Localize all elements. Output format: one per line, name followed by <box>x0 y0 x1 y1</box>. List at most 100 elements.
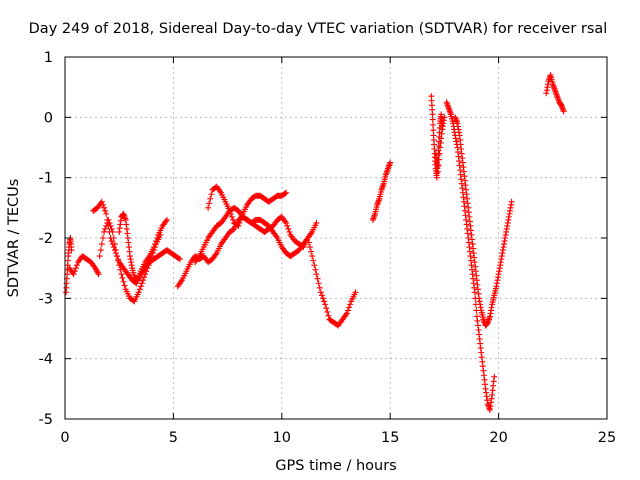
data-point-marker <box>68 247 75 254</box>
data-point-marker <box>304 235 311 241</box>
data-point-marker <box>101 204 108 211</box>
data-point-marker <box>143 268 150 275</box>
data-point-marker <box>99 235 106 241</box>
data-point-marker <box>72 265 79 272</box>
data-point-marker <box>429 111 436 118</box>
data-point-marker <box>230 216 237 223</box>
data-point-marker <box>108 238 115 245</box>
series-arc11 <box>432 114 448 175</box>
x-axis-label: GPS time / hours <box>275 458 396 474</box>
data-point-marker <box>236 219 243 226</box>
axes-ticks: 0 5 10 15 20 25 -5 -4 -3 -2 -1 0 1 <box>39 50 617 446</box>
data-point-marker <box>135 289 142 296</box>
data-point-marker <box>310 257 317 264</box>
data-point-marker <box>154 235 161 241</box>
series-arc5 <box>116 210 170 284</box>
data-point-marker <box>312 266 319 273</box>
data-point-marker <box>314 275 321 282</box>
data-point-marker <box>285 225 292 232</box>
data-point-marker <box>319 295 326 302</box>
series-arc9 <box>369 159 394 223</box>
series-arc2 <box>66 253 102 278</box>
data-point-marker <box>106 219 113 226</box>
x-tick-label: 20 <box>489 430 507 446</box>
data-point-marker <box>352 289 359 296</box>
data-point-marker <box>97 247 104 254</box>
y-tick-label: -3 <box>39 291 53 307</box>
y-tick-label: -1 <box>39 171 53 187</box>
y-tick-label: -4 <box>39 352 53 368</box>
data-point-marker <box>208 191 215 198</box>
data-point-marker <box>435 156 442 163</box>
data-point-marker <box>153 238 160 245</box>
data-point-marker <box>118 271 125 278</box>
data-point-marker <box>95 271 102 278</box>
data-point-marker <box>117 266 124 273</box>
y-axis-label: SDTVAR / TECUs <box>6 179 22 298</box>
data-point-marker <box>112 247 119 254</box>
data-point-marker <box>144 265 151 272</box>
data-point-marker <box>237 216 244 223</box>
data-point-marker <box>98 241 105 248</box>
data-point-marker <box>163 216 170 223</box>
data-point-marker <box>70 271 77 278</box>
data-point-marker <box>436 150 443 157</box>
series-arc13 <box>452 114 515 329</box>
data-point-marker <box>325 312 332 319</box>
data-point-marker <box>344 307 351 314</box>
data-point-marker <box>324 308 331 315</box>
data-point-marker <box>207 195 214 202</box>
data-point-marker <box>560 108 567 115</box>
data-point-marker <box>175 255 182 262</box>
data-point-marker <box>138 280 145 287</box>
data-point-marker <box>206 200 213 207</box>
data-point-marker <box>508 198 515 205</box>
data-point-marker <box>103 210 110 217</box>
data-point-marker <box>140 277 147 284</box>
y-tick-label: -5 <box>39 412 53 428</box>
data-point-marker <box>315 280 322 287</box>
series-arc3 <box>90 198 183 287</box>
data-point-marker <box>230 226 237 233</box>
data-point-marker <box>283 219 290 226</box>
data-point-marker <box>317 289 324 296</box>
data-point-marker <box>102 207 109 214</box>
x-tick-label: 0 <box>60 430 69 446</box>
data-point-marker <box>151 241 158 248</box>
data-point-marker <box>107 222 114 229</box>
data-point-marker <box>435 162 442 169</box>
series-arc1 <box>63 235 75 296</box>
x-tick-label: 25 <box>598 430 616 446</box>
data-point-marker <box>102 225 109 232</box>
data-point-marker <box>96 253 103 260</box>
data-point-marker <box>387 159 394 166</box>
y-tick-label: 1 <box>44 50 53 66</box>
data-point-marker <box>228 213 235 220</box>
data-point-marker <box>306 244 313 251</box>
data-point-marker <box>491 373 498 380</box>
data-point-marker <box>71 268 78 275</box>
data-point-marker <box>441 114 448 121</box>
data-point-marker <box>346 304 353 311</box>
data-point-marker <box>110 235 117 241</box>
x-tick-label: 15 <box>381 430 399 446</box>
data-point-marker <box>110 244 117 251</box>
data-point-marker <box>73 262 80 269</box>
data-points <box>63 72 567 413</box>
data-point-marker <box>235 222 242 229</box>
data-point-marker <box>343 310 350 317</box>
data-point-marker <box>321 298 328 305</box>
data-point-marker <box>305 239 312 246</box>
data-point-marker <box>316 284 323 291</box>
data-point-marker <box>108 225 115 232</box>
data-point-marker <box>105 216 112 223</box>
x-tick-label: 5 <box>169 430 178 446</box>
data-point-marker <box>313 271 320 278</box>
data-point-marker <box>109 228 116 235</box>
x-tick-label: 10 <box>273 430 291 446</box>
data-point-marker <box>308 248 315 255</box>
data-point-marker <box>318 292 325 299</box>
data-point-marker <box>323 305 330 312</box>
data-point-marker <box>322 301 329 308</box>
